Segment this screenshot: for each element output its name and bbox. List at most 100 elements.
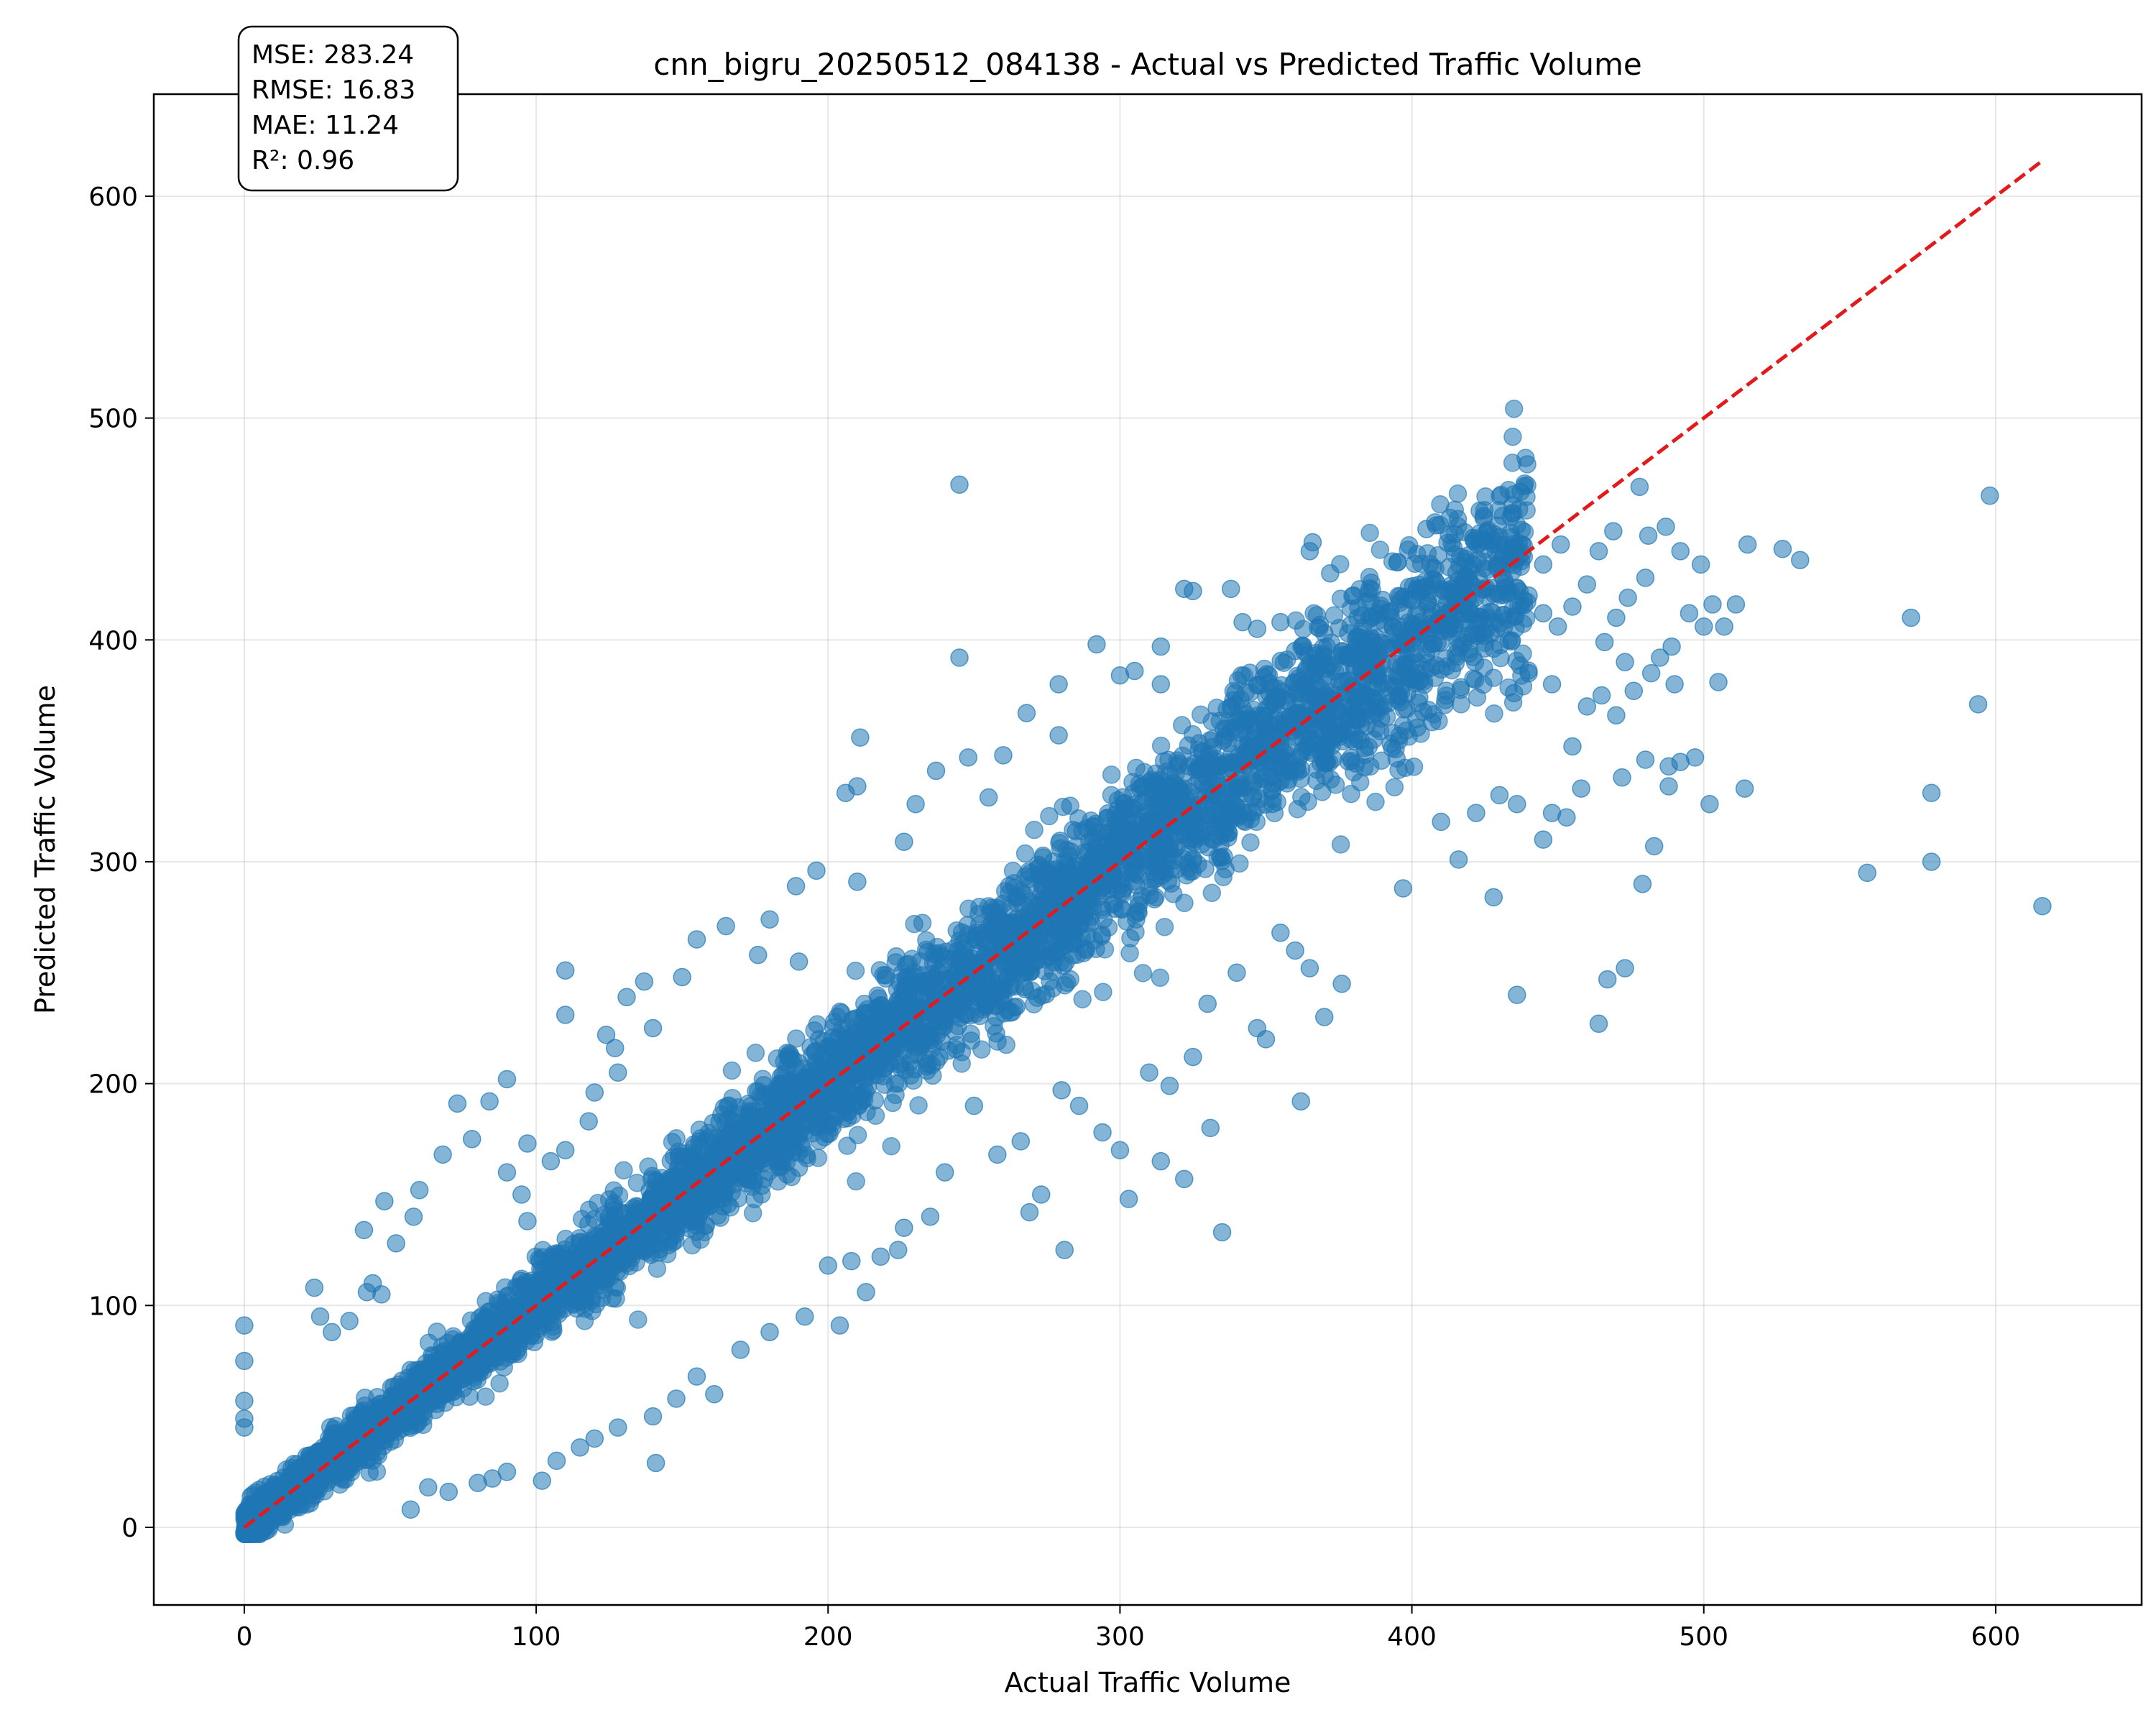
scatter-point (614, 1161, 633, 1179)
scatter-point (490, 1374, 509, 1393)
scatter-point (1331, 835, 1350, 854)
scatter-point (1111, 870, 1130, 889)
scatter-point (970, 1006, 990, 1026)
scatter-point (1151, 968, 1170, 988)
scatter-point (572, 1210, 591, 1228)
scatter-point (1501, 507, 1520, 526)
scatter-point (1241, 833, 1260, 852)
scatter-point (1346, 754, 1365, 773)
scatter-point (1448, 484, 1468, 503)
scatter-point (1190, 760, 1209, 779)
scatter-point (1268, 704, 1288, 723)
scatter-point (1485, 704, 1503, 723)
scatter-point (1460, 644, 1479, 663)
scatter-point (829, 1043, 847, 1062)
scatter-point (1025, 820, 1044, 840)
scatter-point (962, 1024, 980, 1044)
scatter-point (1389, 687, 1409, 706)
scatter-point (476, 1292, 495, 1311)
scatter-point (502, 1342, 521, 1361)
scatter-point (1227, 799, 1246, 817)
scatter-point (1484, 668, 1503, 687)
scatter-point (1444, 538, 1463, 557)
scatter-point (575, 1312, 594, 1330)
scatter-point (1377, 707, 1396, 727)
scatter-point (1172, 716, 1192, 735)
scatter-point (760, 1128, 779, 1148)
scatter-point (1476, 487, 1495, 506)
scatter-point (896, 955, 916, 975)
scatter-point (1414, 675, 1434, 694)
scatter-point (1366, 792, 1385, 811)
scatter-point (710, 1113, 729, 1132)
scatter-point (1449, 630, 1468, 649)
scatter-point (669, 1142, 688, 1162)
scatter-point (433, 1337, 451, 1356)
scatter-point (843, 1011, 862, 1029)
scatter-point (722, 1061, 742, 1080)
scatter-point (905, 914, 923, 934)
scatter-point (1501, 523, 1520, 543)
scatter-point (632, 1236, 651, 1256)
scatter-point (1307, 606, 1327, 625)
scatter-point (741, 1149, 760, 1168)
scatter-point (744, 1102, 763, 1121)
scatter-point (1504, 400, 1524, 418)
scatter-point (972, 1040, 991, 1059)
scatter-point (1475, 558, 1493, 578)
scatter-point (1244, 787, 1263, 806)
scatter-point (1452, 695, 1470, 714)
scatter-point (1155, 917, 1174, 937)
scatter-point (1466, 670, 1485, 689)
scatter-point (1411, 554, 1431, 574)
scatter-point (1442, 661, 1462, 680)
scatter-point (1518, 455, 1537, 474)
scatter-point (1350, 773, 1370, 792)
scatter-point (1429, 712, 1448, 730)
scatter-point (753, 1070, 773, 1088)
scatter-point (476, 1387, 495, 1406)
scatter-point (1020, 963, 1039, 983)
scatter-point (1073, 990, 1092, 1008)
scatter-point (1215, 727, 1235, 745)
scatter-point (992, 992, 1011, 1011)
scatter-point (935, 972, 954, 991)
scatter-point (923, 1066, 942, 1085)
scatter-point (846, 961, 865, 980)
scatter-point (1166, 825, 1184, 844)
scatter-point (1457, 567, 1476, 586)
scatter-point (1474, 509, 1493, 528)
scatter-point (743, 1204, 763, 1223)
scatter-point (1187, 825, 1206, 844)
scatter-point (628, 1197, 647, 1217)
scatter-point (947, 921, 966, 940)
scatter-point (1325, 606, 1344, 625)
scatter-point (1120, 944, 1139, 962)
scatter-point (1429, 546, 1447, 565)
scatter-point (746, 1044, 765, 1062)
scatter-point (1404, 758, 1424, 776)
scatter-point (1094, 983, 1112, 1001)
scatter-point (1360, 523, 1379, 543)
scatter-point (1196, 860, 1215, 878)
scatter-point (1468, 688, 1487, 707)
scatter-point (648, 1259, 667, 1278)
scatter-point (1364, 730, 1383, 749)
scatter-point (838, 1136, 857, 1155)
scatter-point (1294, 620, 1313, 639)
scatter-point (1133, 964, 1153, 983)
scatter-point (715, 1129, 734, 1149)
scatter-point (1370, 540, 1390, 559)
scatter-point (847, 1172, 865, 1191)
scatter-point (945, 939, 964, 957)
scatter-point (1431, 495, 1450, 514)
scatter-point (1015, 844, 1035, 863)
scatter-point (1058, 973, 1077, 992)
scatter-point (1202, 883, 1222, 903)
scatter-point (909, 1096, 928, 1115)
scatter-point (1127, 758, 1146, 778)
scatter-point (1118, 833, 1137, 852)
scatter-point (1292, 788, 1311, 806)
scatter-point (1034, 889, 1053, 908)
